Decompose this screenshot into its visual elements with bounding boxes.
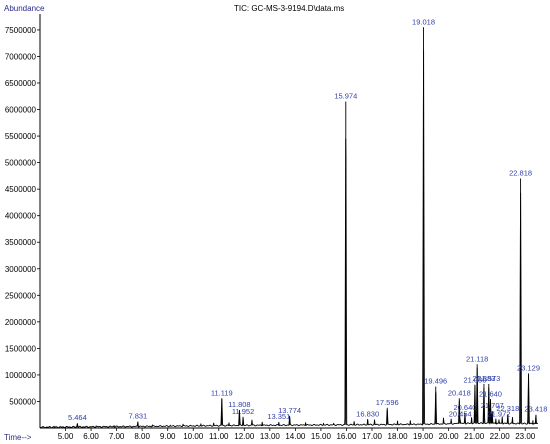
y-tick-label: 2000000 [5,318,37,327]
y-tick-label: 4500000 [5,185,37,194]
peak-label: 21.030 [463,376,486,385]
tic-line [39,49,539,429]
peak-label: 21.972 [488,410,511,419]
y-tick-label: 5000000 [5,159,37,168]
peak-label: 21.383 [472,374,495,383]
peak-label: 21.573 [477,374,500,383]
peak-label: 21.707 [481,401,504,410]
y-tick-label: 6000000 [5,106,37,115]
x-tick-label: 15.00 [311,432,332,441]
x-tick-label: 9.00 [160,432,176,441]
x-tick-label: 10.00 [183,432,204,441]
peak-label: 20.640 [453,403,476,412]
x-tick-label: 18.00 [388,432,409,441]
x-tick-label: 6.00 [83,432,99,441]
y-tick-label: 6500000 [5,79,37,88]
peak-label: 11.808 [228,400,250,409]
y-tick-label: 3500000 [5,238,37,247]
tic-trace [39,27,539,429]
peak-label: 21.640 [479,389,502,398]
peak-label: 22.818 [509,169,532,178]
y-ticks: 500000 1000000 1500000 2000000 2500000 300000… [5,26,40,406]
y-tick-label: 5500000 [5,132,37,141]
y-tick-label: 3000000 [5,265,37,274]
x-tick-label: 16.00 [336,432,357,441]
x-tick-label: 19.00 [413,432,434,441]
x-tick-label: 23.00 [515,432,536,441]
peak-label: 5.464 [68,413,87,422]
peak-label: 13.351 [267,412,290,421]
y-tick-label: 500000 [9,397,36,406]
peak-label: 20.454 [449,410,472,419]
x-tick-label: 7.00 [109,432,125,441]
y-tick-label: 4000000 [5,212,37,221]
peak-label: 20.418 [448,388,471,397]
peak-label: 19.496 [424,377,447,386]
peak-label: 16.830 [356,410,379,419]
y-tick-label: 7500000 [5,26,37,35]
x-tick-label: 5.00 [58,432,74,441]
y-tick-label: 1000000 [5,371,37,380]
y-tick-label: 2500000 [5,291,37,300]
peak-label: 15.974 [334,92,357,101]
axes [39,14,538,429]
chart-title: TIC: GC-MS-3-9194.D\data.ms [234,4,344,13]
x-axis-label: Time--> [4,433,32,442]
peak-label: 11.952 [232,407,254,416]
x-tick-label: 20.00 [439,432,460,441]
peak-label: 11.119 [211,388,233,397]
x-tick-label: 21.00 [464,432,485,441]
x-tick-label: 22.00 [490,432,511,441]
y-tick-label: 7000000 [5,52,37,61]
x-tick-label: 17.00 [362,432,383,441]
x-ticks: 5.00 6.00 7.00 8.00 9.00 10.00 11.00 12.00 13.00… [58,428,536,441]
peak-label: 7.831 [128,412,147,421]
peak-label: 17.596 [376,398,399,407]
x-tick-label: 12.00 [234,432,255,441]
x-tick-label: 14.00 [285,432,306,441]
peak-label: 22.318 [496,404,519,413]
y-tick-label: 1500000 [5,344,37,353]
peak-label: 23.129 [517,363,540,372]
peak-label: 19.018 [412,17,435,26]
peak-label: 21.118 [466,354,488,363]
y-axis-label: Abundance [4,4,45,13]
x-tick-label: 11.00 [209,432,229,441]
peak-label: 23.418 [524,405,547,414]
x-tick-label: 8.00 [134,432,150,441]
x-tick-label: 13.00 [260,432,281,441]
peak-label: 13.774 [278,406,301,415]
